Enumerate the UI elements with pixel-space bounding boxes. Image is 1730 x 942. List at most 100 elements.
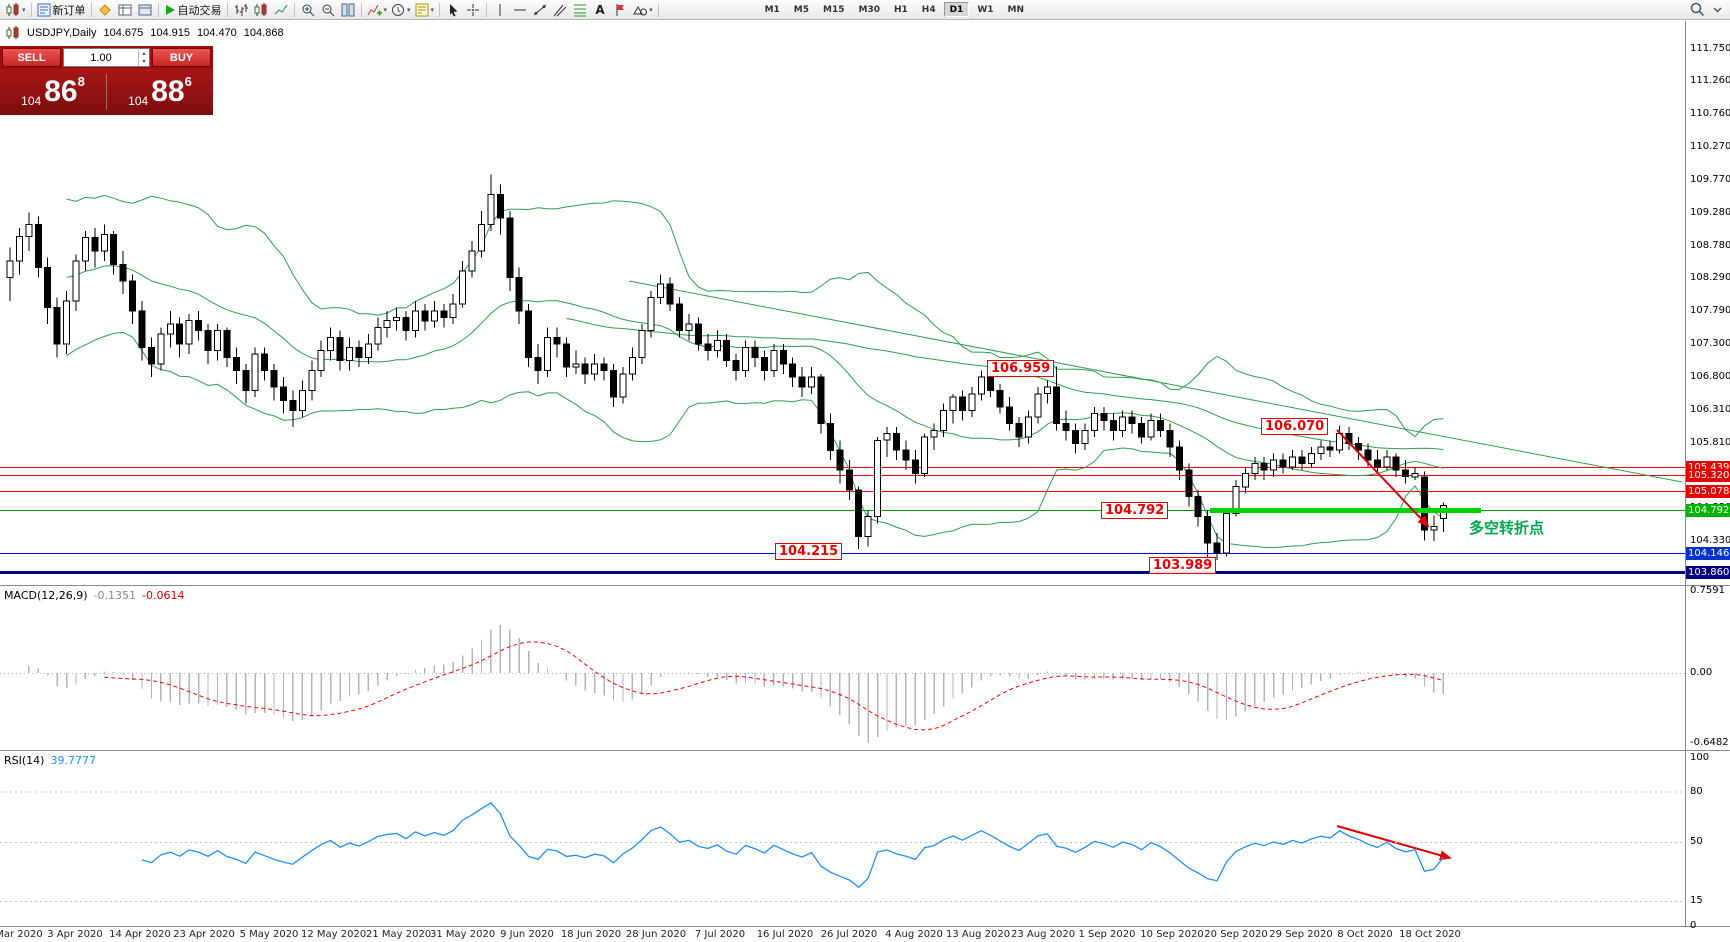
- tile-windows-icon[interactable]: [338, 1, 358, 19]
- new-chart-button-dropdown-icon[interactable]: ▾: [22, 5, 26, 14]
- candle-body: [355, 346, 363, 358]
- crosshair-icon[interactable]: [463, 1, 483, 19]
- volume-spinner[interactable]: ▴ ▾: [138, 49, 149, 66]
- candle-body: [138, 310, 146, 348]
- open-value: 104.675: [103, 27, 144, 39]
- candle-chart-icon[interactable]: [251, 1, 271, 19]
- candle-body: [987, 376, 995, 392]
- candle-body: [487, 194, 495, 226]
- text-icon[interactable]: A: [590, 1, 610, 19]
- auto-trading-button[interactable]: 自动交易: [162, 1, 224, 19]
- candle-body: [1222, 512, 1230, 554]
- candle-body: [336, 336, 344, 361]
- candle-body: [996, 390, 1004, 408]
- candle-body: [544, 336, 552, 371]
- candle-body: [81, 237, 89, 262]
- templates-button[interactable]: ▾: [413, 1, 437, 19]
- fibonacci-icon[interactable]: [570, 1, 590, 19]
- timeframe-h1[interactable]: H1: [893, 4, 908, 15]
- candle-body: [562, 343, 570, 368]
- timeframe-h4[interactable]: H4: [921, 4, 936, 15]
- settings-icon[interactable]: [1707, 1, 1727, 19]
- candle-body: [1373, 459, 1381, 468]
- indicators-button-dropdown-icon[interactable]: ▾: [383, 5, 388, 14]
- market-watch-icon[interactable]: [115, 1, 135, 19]
- high-value: 104.915: [150, 27, 191, 39]
- shapes-button[interactable]: ▾: [630, 1, 655, 19]
- timeframe-m1[interactable]: M1: [764, 4, 780, 15]
- timeframe-w1[interactable]: W1: [977, 4, 994, 15]
- spinner-up-icon[interactable]: ▴: [142, 50, 146, 57]
- price-down-arrow[interactable]: [1336, 429, 1430, 528]
- spinner-down-icon[interactable]: ▾: [142, 58, 146, 65]
- toolbar-separator: [30, 2, 32, 17]
- candle-body: [1317, 446, 1325, 454]
- candle-body: [364, 343, 372, 358]
- timeframe-d1[interactable]: D1: [943, 2, 970, 17]
- trendline[interactable]: [628, 280, 1683, 483]
- buy-price[interactable]: 104 88 6: [107, 69, 213, 115]
- toolbar-separator: [293, 2, 295, 17]
- candle-body: [779, 350, 787, 365]
- candle-body: [1204, 516, 1212, 544]
- candle-body: [864, 516, 872, 537]
- candle-body: [1072, 429, 1080, 445]
- periods-button[interactable]: ▾: [389, 1, 413, 19]
- volume-field[interactable]: 1.00 ▴ ▾: [63, 48, 150, 67]
- candle-body: [449, 303, 457, 318]
- candle-body: [1402, 469, 1410, 478]
- candle-body: [798, 376, 806, 388]
- candle-body: [223, 330, 231, 358]
- candle-body: [1147, 419, 1155, 438]
- candle-body: [638, 330, 646, 358]
- volume-value[interactable]: 1.00: [90, 51, 112, 64]
- buy-button[interactable]: BUY: [152, 48, 211, 67]
- label-icon[interactable]: [610, 1, 630, 19]
- timeframe-m30[interactable]: M30: [858, 4, 880, 15]
- close-value: 104.868: [243, 27, 284, 39]
- candle-body: [610, 370, 618, 398]
- periods-button-dropdown-icon[interactable]: ▾: [407, 5, 411, 14]
- vertical-line-icon[interactable]: [490, 1, 510, 19]
- zoom-out-icon[interactable]: [318, 1, 338, 19]
- candle-body: [1364, 449, 1372, 461]
- candle-body: [525, 310, 533, 358]
- candle-body: [581, 363, 589, 375]
- candle-body: [129, 280, 137, 312]
- candle-body: [1213, 542, 1221, 554]
- sell-button[interactable]: SELL: [2, 48, 61, 67]
- bollinger-bands: [66, 194, 1444, 549]
- candle-body: [1119, 416, 1127, 431]
- templates-button-dropdown-icon[interactable]: ▾: [430, 5, 435, 14]
- search-icon[interactable]: [1687, 1, 1707, 19]
- candle-body: [883, 433, 891, 441]
- buy-price-prefix: 104: [128, 94, 149, 108]
- candle-body: [1128, 416, 1136, 425]
- turning-point-annotation[interactable]: 多空转折点: [1469, 519, 1545, 537]
- sell-price-big: 86: [44, 75, 78, 108]
- timeframe-mn[interactable]: MN: [1007, 4, 1025, 15]
- candle-body: [298, 390, 306, 411]
- rsi-down-arrow[interactable]: [1336, 825, 1452, 861]
- bar-chart-icon[interactable]: [231, 1, 251, 19]
- data-window-icon[interactable]: [135, 1, 155, 19]
- cursor-icon[interactable]: [443, 1, 463, 19]
- new-chart-button[interactable]: ▾: [3, 1, 28, 19]
- trendline-icon[interactable]: [530, 1, 550, 19]
- indicators-button[interactable]: ▾: [365, 1, 390, 19]
- candle-body: [1090, 413, 1098, 431]
- timeframe-m15[interactable]: M15: [823, 4, 845, 15]
- candle-body: [25, 224, 33, 237]
- timeframe-m5[interactable]: M5: [793, 4, 810, 15]
- sell-price[interactable]: 104 86 8: [0, 69, 106, 115]
- line-chart-icon[interactable]: [271, 1, 291, 19]
- candle-body: [628, 356, 636, 375]
- new-order-button[interactable]: 新订单: [35, 1, 88, 19]
- zoom-in-icon[interactable]: [298, 1, 318, 19]
- shapes-button-dropdown-icon[interactable]: ▾: [649, 5, 653, 14]
- candle-body: [704, 343, 712, 352]
- profiles-icon[interactable]: [95, 1, 115, 19]
- horizontal-line-icon[interactable]: [510, 1, 530, 19]
- channel-icon[interactable]: [550, 1, 570, 19]
